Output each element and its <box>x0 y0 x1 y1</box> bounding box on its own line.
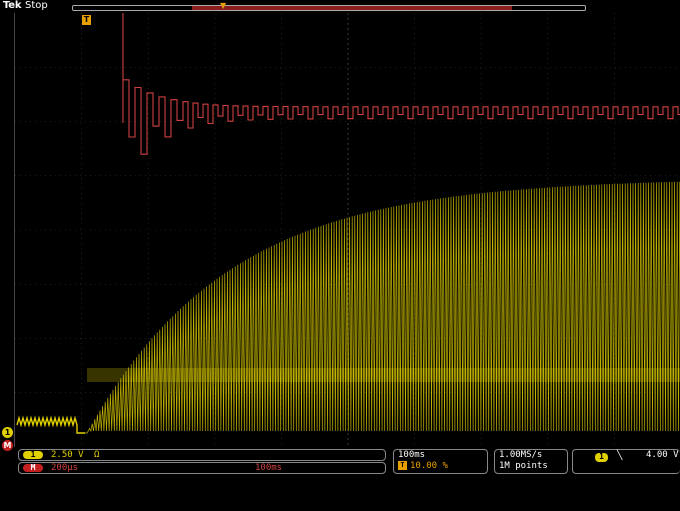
brand-logo: Tek <box>3 0 22 11</box>
sample-rate: 1.00MS/s <box>499 450 543 460</box>
ch1-badge: 1 <box>23 451 43 459</box>
acquisition-status: Stop <box>25 0 48 11</box>
record-view-bar[interactable] <box>72 5 586 11</box>
falling-edge-icon: ╲ <box>617 451 623 461</box>
ch1-waveform <box>16 181 680 434</box>
top-status-bar: Tek Stop ▼ <box>0 0 680 14</box>
record-length: 1M points <box>499 461 548 471</box>
trigger-readout[interactable]: 1 ╲ 4.00 V <box>572 449 680 474</box>
trigger-position-icon: T <box>398 461 407 470</box>
math-readout[interactable]: M 200µs 100ms <box>18 462 386 474</box>
record-view-window[interactable] <box>192 6 512 10</box>
record-trigger-marker: ▼ <box>220 1 227 10</box>
math-position: 100ms <box>255 463 283 473</box>
acquisition-readout[interactable]: 1.00MS/s 1M points <box>494 449 568 474</box>
math-badge: M <box>23 464 43 472</box>
trigger-source-badge: 1 <box>595 453 608 462</box>
trigger-level: 4.00 V <box>646 450 679 460</box>
waveform-graticule <box>15 13 680 447</box>
ch1-scale: 2.50 V <box>51 450 84 460</box>
timebase-readout[interactable]: 100ms T 10.00 % <box>393 449 488 474</box>
timebase-scale: 100ms <box>398 450 426 460</box>
trigger-position-value: 10.00 % <box>410 461 448 471</box>
math-scale: 200µs <box>51 463 79 473</box>
waveform-display[interactable] <box>14 13 680 447</box>
ch1-readout[interactable]: 1 2.50 V Ω <box>18 449 386 461</box>
math-waveform <box>122 13 680 155</box>
ch1-ground-marker[interactable]: 1 <box>2 427 13 438</box>
math-ground-marker[interactable]: M <box>2 440 13 451</box>
impedance-icon: Ω <box>94 450 100 460</box>
trigger-position-marker[interactable]: T <box>82 15 91 25</box>
